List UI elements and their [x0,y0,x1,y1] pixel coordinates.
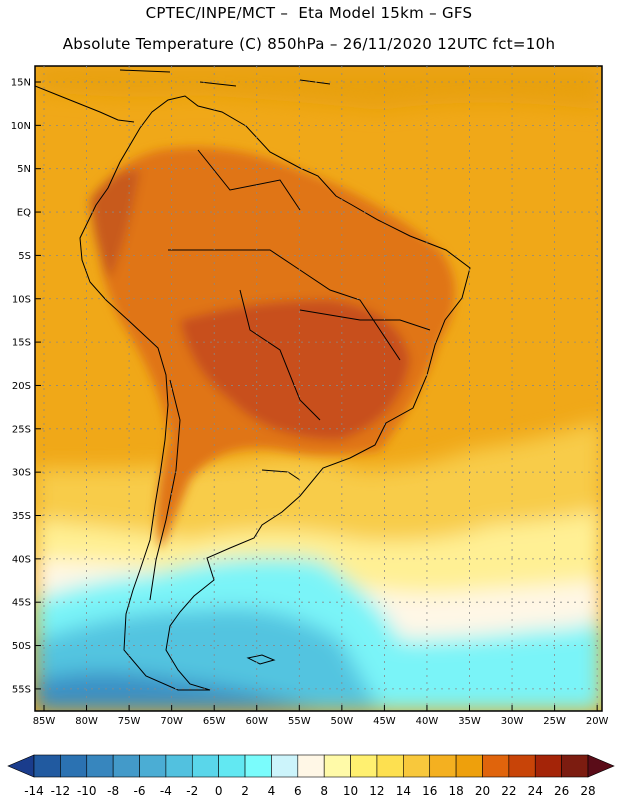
colorbar-tick-label: 14 [396,784,411,798]
colorbar-swatch [165,754,193,778]
andes-border [149,379,181,601]
field-band-north [35,66,602,110]
lon-label-35W: 35W [458,716,481,727]
map-frame [34,65,603,712]
lat-label-25S: 25S [12,424,31,435]
lon-label-30W: 30W [501,716,524,727]
latitude-labels: 15N 10N 5N EQ 5S 10S 15S 20S 25S 30S 35S 40S 45S 50S 5… [11,78,41,695]
colorbar-swatch [191,754,219,778]
colorbar-arrow-low [7,754,35,778]
colorbar-tick-label: 4 [268,784,276,798]
colorbar-swatch [218,754,246,778]
lon-label-55W: 55W [288,716,311,727]
colorbar-swatch [112,754,140,778]
falkland-islands [246,654,276,665]
lat-label-10S: 10S [12,294,31,305]
colorbar-tick-label: -4 [160,784,172,798]
lat-label-5S: 5S [18,251,31,262]
colorbar-swatch [33,754,61,778]
lat-label-30S: 30S [12,468,31,479]
colorbar-tick-label: 28 [580,784,595,798]
lon-label-75W: 75W [118,716,141,727]
colorbar-tick-label: 12 [369,784,384,798]
lat-label-10N: 10N [11,121,31,132]
lat-label-20S: 20S [12,381,31,392]
colorbar-swatch [271,754,299,778]
lat-label-45S: 45S [12,598,31,609]
colorbar-tick-label: 10 [343,784,358,798]
colorbar-tick-label: 22 [501,784,516,798]
colorbar: -14 -12 -10 -8 -6 -4 -2 0 2 4 6 8 10 12 14 16 18 20 22 24 26… [7,754,615,798]
lat-label-15N: 15N [11,78,31,89]
colorbar-swatch [403,754,431,778]
colorbar-tick-label: 16 [422,784,437,798]
brazil-border [168,249,401,361]
colorbar-tick-label: 26 [554,784,569,798]
colorbar-tick-label: -6 [134,784,146,798]
colorbar-swatch [60,754,88,778]
lat-label-5N: 5N [17,164,31,175]
lon-label-45W: 45W [373,716,396,727]
lon-label-70W: 70W [160,716,183,727]
colorbar-tick-label: 0 [215,784,223,798]
colorbar-swatch [323,754,351,778]
central-america [35,85,135,123]
interior-border-3 [299,309,431,331]
lon-label-80W: 80W [75,716,98,727]
lat-label-EQ: EQ [17,208,31,219]
gridlines [35,66,602,711]
lon-label-65W: 65W [203,716,226,727]
colorbar-swatch [86,754,114,778]
longitude-labels: 85W 80W 75W 70W 65W 60W 55W 50W 45W 40W 35W 30W 25W 2… [33,705,609,727]
lon-label-40W: 40W [416,716,439,727]
lat-label-50S: 50S [12,641,31,652]
colorbar-swatch [297,754,325,778]
colorbar-swatch [429,754,457,778]
colorbar-tick-label: -2 [186,784,198,798]
colorbar-tick-label: -14 [24,784,44,798]
colorbar-tick-label: -10 [77,784,97,798]
lat-label-15S: 15S [12,338,31,349]
map-title-variable: Absolute Temperature (C) 850hPa – 26/11/… [62,35,556,53]
lat-label-35S: 35S [12,511,31,522]
colorbar-swatch [455,754,483,778]
colorbar-swatch [376,754,404,778]
colorbar-swatch [561,754,589,778]
lon-label-50W: 50W [331,716,354,727]
lon-label-60W: 60W [245,716,268,727]
colorbar-swatch [139,754,167,778]
colorbar-tick-label: 6 [294,784,302,798]
colorbar-tick-label: 8 [320,784,328,798]
colorbar-swatch [350,754,378,778]
lon-label-20W: 20W [586,716,609,727]
field-band-deepblue [35,672,320,711]
colorbar-swatch [534,754,562,778]
lat-label-55S: 55S [12,684,31,695]
colorbar-swatch [508,754,536,778]
colorbar-swatch [244,754,272,778]
south-america-coastline [79,95,471,691]
map-title-model: CPTEC/INPE/MCT – Eta Model 15km – GFS [145,4,473,22]
colorbar-tick-label: -8 [107,784,119,798]
colorbar-arrow-high [587,754,615,778]
colorbar-tick-label: 2 [241,784,249,798]
lon-label-25W: 25W [543,716,566,727]
colorbar-tick-label: 24 [528,784,543,798]
lon-label-85W: 85W [33,716,56,727]
colorbar-tick-label: 20 [475,784,490,798]
colorbar-tick-label: 18 [448,784,463,798]
colorbar-swatch [482,754,510,778]
interior-border-1 [197,149,301,211]
interior-border-2 [239,289,321,421]
lat-label-40S: 40S [12,554,31,565]
colorbar-tick-label: -12 [51,784,71,798]
